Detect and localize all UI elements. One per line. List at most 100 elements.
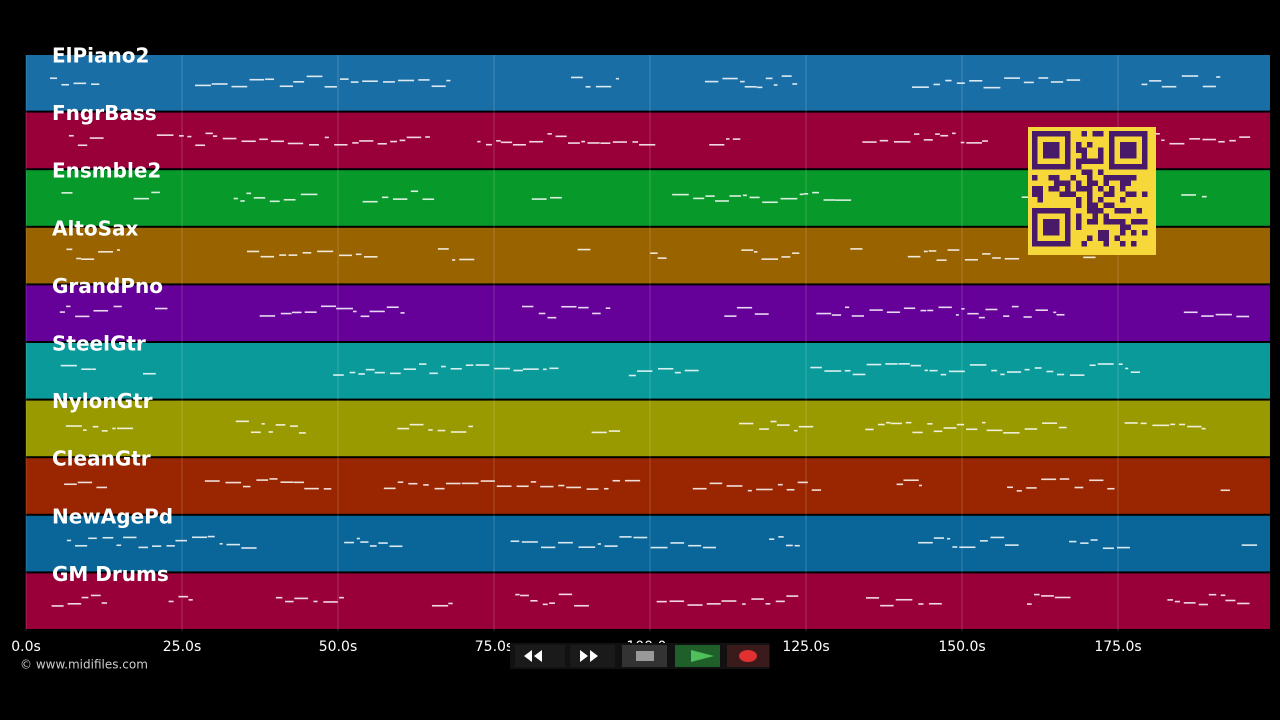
note xyxy=(529,140,544,143)
forward-button[interactable] xyxy=(570,645,615,667)
note xyxy=(1090,539,1098,541)
note xyxy=(781,256,791,258)
track-band xyxy=(26,573,1270,629)
note xyxy=(275,424,286,426)
qr-cell xyxy=(1131,241,1137,247)
note xyxy=(726,138,730,140)
note xyxy=(943,427,957,429)
qr-cell xyxy=(1131,191,1137,197)
note xyxy=(83,429,87,431)
note xyxy=(91,83,100,86)
note xyxy=(924,369,928,372)
rewind-button[interactable] xyxy=(515,645,565,667)
qr-cell xyxy=(1092,213,1098,219)
note xyxy=(450,431,467,433)
note xyxy=(233,197,238,200)
qr-cell xyxy=(1131,230,1137,236)
track-band xyxy=(26,515,1270,572)
qr-cell xyxy=(1087,158,1093,164)
note xyxy=(154,307,168,310)
time-label: 175.0s xyxy=(1094,639,1141,655)
note xyxy=(604,545,618,547)
note xyxy=(65,425,82,427)
note xyxy=(756,86,763,89)
note xyxy=(742,194,747,197)
note xyxy=(726,485,743,487)
note xyxy=(1058,426,1067,429)
note xyxy=(81,258,95,260)
note xyxy=(279,85,293,88)
note xyxy=(283,198,296,201)
note xyxy=(632,141,639,143)
note xyxy=(1034,593,1040,596)
note xyxy=(520,594,529,597)
note xyxy=(349,371,356,374)
note xyxy=(982,253,991,255)
note xyxy=(1089,479,1104,482)
qr-cell xyxy=(1076,202,1082,208)
note xyxy=(966,428,978,431)
note xyxy=(603,487,609,490)
qr-cell xyxy=(1092,180,1098,186)
note xyxy=(1236,315,1250,318)
note xyxy=(918,484,923,487)
note xyxy=(468,425,473,428)
note xyxy=(406,136,422,139)
note xyxy=(98,251,113,253)
note xyxy=(706,603,721,605)
note xyxy=(885,363,898,365)
note xyxy=(776,424,790,426)
note xyxy=(291,311,302,314)
note xyxy=(844,369,851,372)
note xyxy=(219,542,223,545)
qr-cell xyxy=(1081,147,1087,153)
qr-cell xyxy=(1081,158,1087,164)
note xyxy=(960,141,965,144)
note xyxy=(362,80,378,83)
note xyxy=(956,82,965,84)
qr-cell xyxy=(1092,219,1098,225)
track-name: ElPiano2 xyxy=(52,44,149,68)
note xyxy=(226,543,241,546)
note xyxy=(389,545,403,548)
note xyxy=(90,594,101,597)
record-button[interactable] xyxy=(727,645,769,667)
qr-cell xyxy=(1103,219,1109,225)
qr-cell xyxy=(1109,219,1115,225)
play-button[interactable] xyxy=(675,645,720,667)
note xyxy=(929,369,938,372)
qr-cell xyxy=(1109,175,1115,181)
note xyxy=(188,599,193,601)
note xyxy=(1016,490,1022,492)
note xyxy=(1042,422,1058,424)
qr-finder xyxy=(1043,219,1060,236)
note xyxy=(1024,368,1030,371)
note xyxy=(1149,80,1162,82)
stop-button[interactable] xyxy=(622,645,667,667)
qr-cell xyxy=(1054,186,1060,192)
note xyxy=(437,248,449,250)
qr-cell xyxy=(1065,186,1071,192)
note xyxy=(356,537,360,540)
note xyxy=(955,314,959,316)
note xyxy=(893,141,911,143)
note xyxy=(797,481,808,484)
note xyxy=(290,425,298,427)
note xyxy=(979,540,988,542)
note xyxy=(475,364,490,366)
note xyxy=(246,250,260,253)
note xyxy=(1241,544,1258,546)
note xyxy=(1080,542,1089,544)
note xyxy=(249,78,265,81)
note xyxy=(869,309,883,311)
note xyxy=(940,373,947,376)
note xyxy=(510,540,520,543)
note xyxy=(714,200,729,202)
note xyxy=(77,144,88,147)
qr-cell xyxy=(1103,213,1109,219)
note xyxy=(759,428,769,430)
note xyxy=(799,193,804,196)
note xyxy=(253,197,266,199)
note xyxy=(358,373,365,375)
qr-cell xyxy=(1098,153,1104,159)
